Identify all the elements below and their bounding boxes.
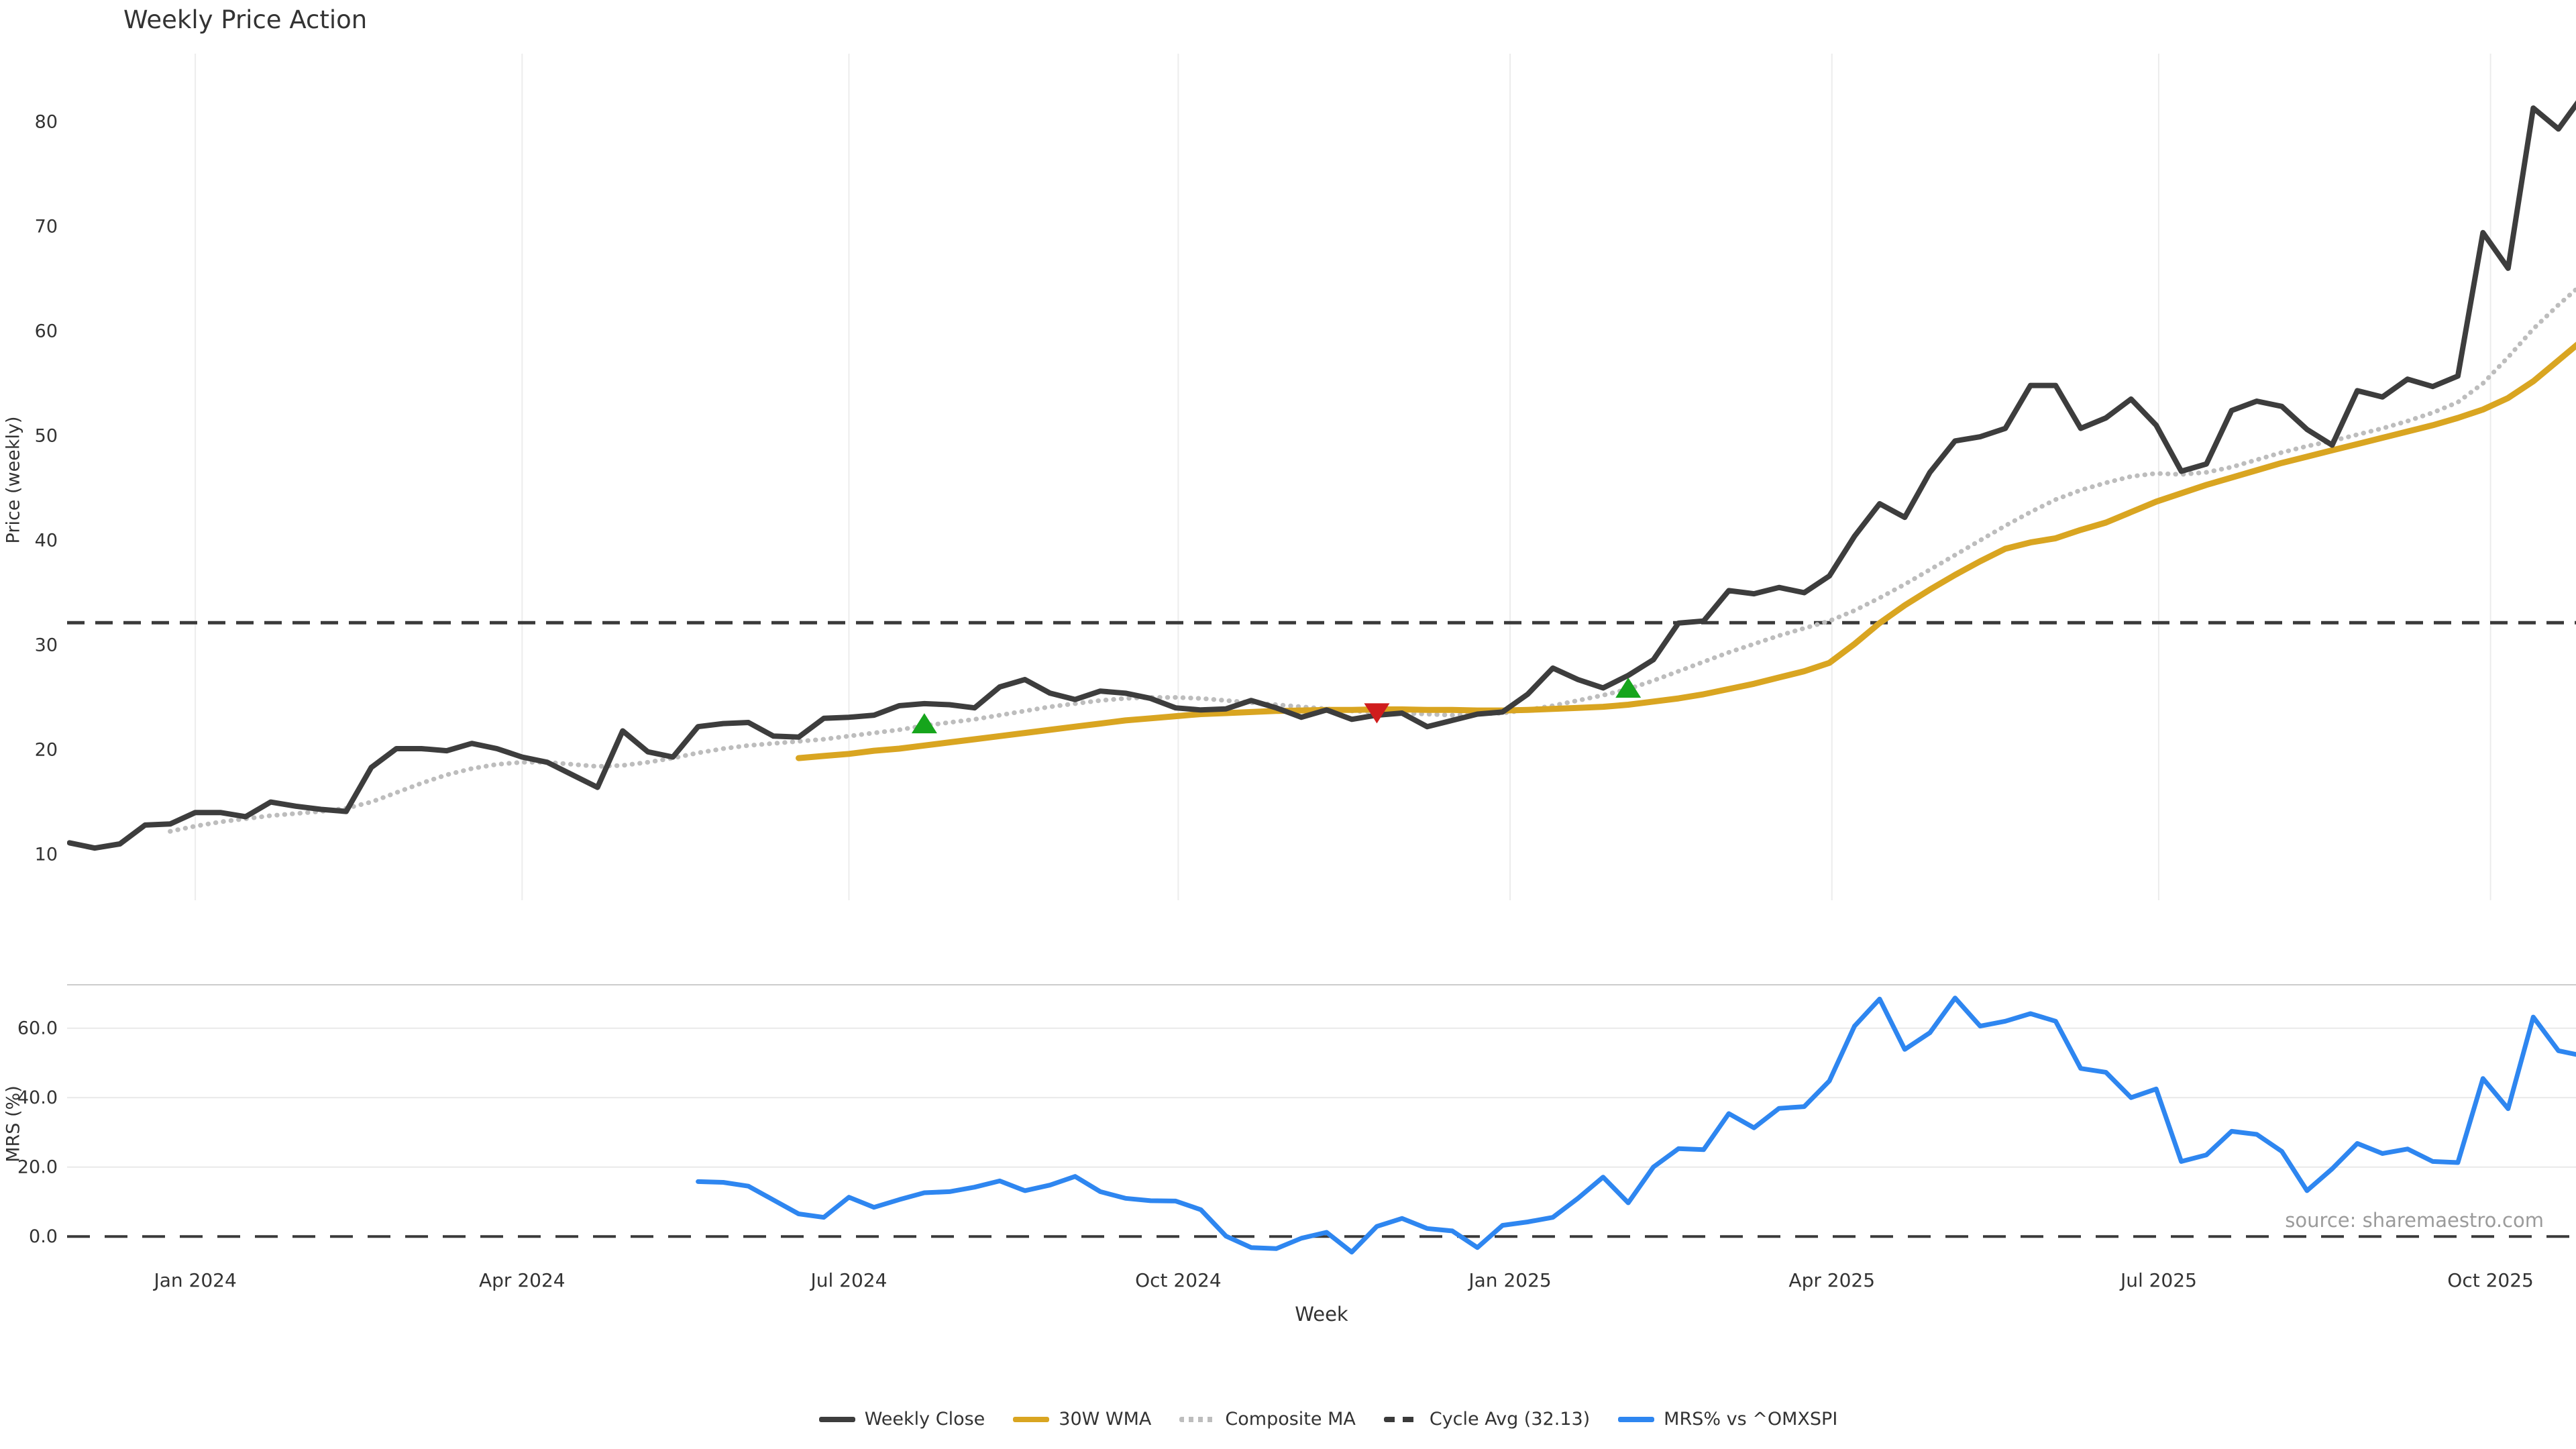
price-ytick-label: 30: [35, 635, 58, 656]
legend-label: Weekly Close: [864, 1409, 985, 1430]
xtick-label: Apr 2024: [479, 1269, 566, 1291]
xtick-label: Jan 2024: [152, 1269, 236, 1291]
legend-item-composite-ma: Composite MA: [1179, 1409, 1356, 1430]
legend-item-cycle-avg: Cycle Avg (32.13): [1383, 1409, 1591, 1430]
xtick-label: Jul 2024: [809, 1269, 887, 1291]
mrs-ytick-label: 0.0: [29, 1226, 58, 1247]
mrs-ytick-label: 60.0: [17, 1018, 58, 1039]
source-note: source: sharemaestro.com: [2285, 1209, 2544, 1232]
sell-signal-marker: [1364, 703, 1390, 724]
price-ytick-label: 60: [35, 321, 58, 341]
price-ytick-label: 40: [35, 531, 58, 551]
price-ytick-label: 10: [35, 845, 58, 865]
legend: Weekly Close 30W WMA Composite MA Cycle …: [0, 1409, 2576, 1430]
xtick-label: Apr 2025: [1788, 1269, 1875, 1291]
legend-label: Cycle Avg (32.13): [1429, 1409, 1591, 1430]
buy-signal-marker: [911, 713, 937, 734]
mrs-line: [696, 996, 2576, 1254]
composite-ma-line: [168, 286, 2576, 834]
x-axis-label: Week: [1295, 1303, 1348, 1326]
weekly-close-line: [67, 100, 2576, 851]
chart-title: Weekly Price Action: [123, 5, 368, 34]
weekly-close-line-icon: [818, 1416, 855, 1422]
wma-line: [796, 341, 2576, 761]
price-ytick-label: 70: [35, 216, 58, 237]
wma-line-icon: [1013, 1416, 1050, 1422]
buy-signal-marker: [1615, 678, 1642, 698]
cycle-avg-dashed-line-icon: [1383, 1416, 1420, 1422]
xtick-label: Oct 2025: [2447, 1269, 2534, 1291]
price-ytick-label: 80: [35, 111, 58, 132]
legend-label: MRS% vs ^OMXSPI: [1664, 1409, 1838, 1430]
legend-item-weekly-close: Weekly Close: [818, 1409, 985, 1430]
legend-item-mrs: MRS% vs ^OMXSPI: [1618, 1409, 1837, 1430]
composite-ma-dotted-line-icon: [1179, 1416, 1216, 1422]
mrs-ytick-label: 40.0: [17, 1087, 58, 1108]
legend-label: Composite MA: [1225, 1409, 1356, 1430]
xtick-label: Jul 2025: [2119, 1269, 2197, 1291]
legend-label: 30W WMA: [1059, 1409, 1152, 1430]
legend-item-30w-wma: 30W WMA: [1013, 1409, 1151, 1430]
price-ytick-label: 50: [35, 425, 58, 446]
plot-series-group: [67, 100, 2576, 1254]
mrs-line-icon: [1618, 1416, 1655, 1422]
mrs-ytick-label: 20.0: [17, 1157, 58, 1178]
xtick-label: Oct 2024: [1135, 1269, 1222, 1291]
price-ytick-label: 20: [35, 740, 58, 761]
xtick-label: Jan 2025: [1467, 1269, 1551, 1291]
